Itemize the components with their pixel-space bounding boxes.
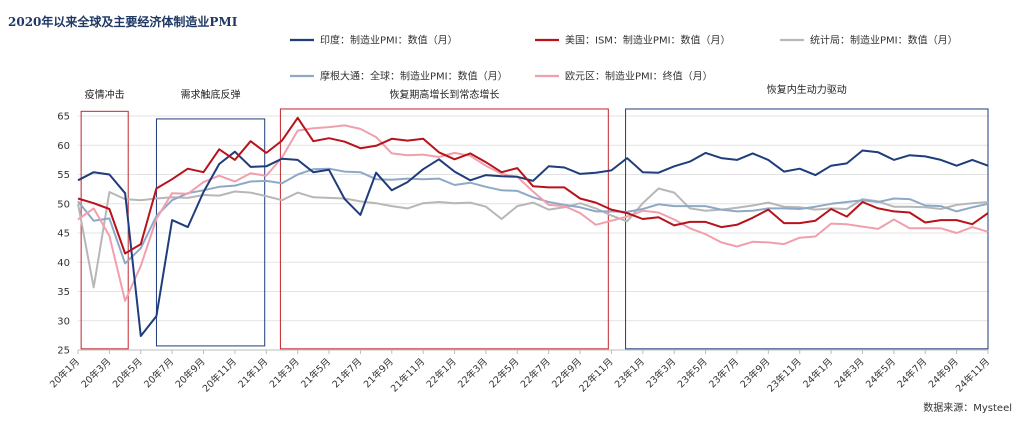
y-tick-label: 40 — [57, 258, 70, 269]
x-tick-label: 23年3月 — [644, 356, 679, 391]
x-tick-label: 24年5月 — [863, 356, 898, 391]
x-tick-label: 23年5月 — [675, 356, 710, 391]
phase-label: 恢复内生动力驱动 — [767, 83, 847, 96]
x-tick-label: 22年5月 — [487, 356, 522, 391]
x-tick-label: 20年11月 — [200, 356, 239, 395]
x-tick-label: 21年7月 — [330, 356, 365, 391]
y-tick-label: 35 — [57, 287, 70, 298]
legend-label: 印度：制造业PMI：数值（月） — [320, 34, 458, 47]
y-tick-label: 65 — [57, 112, 70, 123]
y-tick-label: 30 — [57, 316, 70, 327]
series-line — [77, 116, 989, 255]
y-tick-label: 60 — [57, 141, 70, 152]
y-axis: 25 30 35 40 45 50 55 60 65 — [57, 112, 988, 357]
x-tick-label: 23年1月 — [612, 356, 647, 391]
x-tick-label: 21年1月 — [236, 356, 271, 391]
x-tick-label: 22年7月 — [518, 356, 553, 391]
legend-label: 统计局：制造业PMI：数值（月） — [810, 34, 958, 47]
phase-box — [80, 110, 129, 350]
x-tick-label: 24年7月 — [895, 356, 930, 391]
series-line — [77, 167, 989, 265]
phase-box — [625, 108, 989, 350]
series-line — [77, 124, 989, 302]
legend-label: 摩根大通：全球：制造业PMI：数值（月） — [320, 70, 508, 83]
phase-box — [155, 118, 266, 347]
phase-boxes: 疫情冲击 需求触底反弹 恢复期高增长到常态增长 恢复内生动力驱动 — [80, 83, 989, 350]
y-tick-label: 25 — [57, 346, 70, 357]
y-tick-label: 50 — [57, 199, 70, 210]
x-tick-label: 21年11月 — [388, 356, 427, 395]
x-tick-label: 22年11月 — [577, 356, 616, 395]
x-tick-label: 22年3月 — [455, 356, 490, 391]
x-tick-label: 20年7月 — [142, 356, 177, 391]
x-tick-label: 23年7月 — [706, 356, 741, 391]
y-tick-label: 55 — [57, 170, 70, 181]
x-tick-label: 23年11月 — [765, 356, 804, 395]
x-tick-label: 20年3月 — [79, 356, 114, 391]
x-tick-label: 21年5月 — [298, 356, 333, 391]
series-line — [77, 187, 989, 289]
phase-label: 疫情冲击 — [85, 88, 125, 101]
x-tick-label: 21年3月 — [267, 356, 302, 391]
x-tick-label: 24年1月 — [800, 356, 835, 391]
gridlines — [78, 115, 988, 351]
x-tick-label: 22年1月 — [424, 356, 459, 391]
phase-label: 需求触底反弹 — [181, 88, 241, 101]
x-tick-label: 24年3月 — [832, 356, 867, 391]
chart-title: 2020年以来全球及主要经济体制造业PMI — [8, 14, 238, 29]
phase-label: 恢复期高增长到常态增长 — [389, 88, 499, 101]
x-tick-label: 24年11月 — [953, 356, 992, 395]
x-axis: 20年1月20年3月20年5月20年7月20年9月20年11月21年1月21年3… — [47, 350, 992, 395]
y-tick-label: 45 — [57, 229, 70, 240]
source-note: 数据来源：Mysteel — [923, 401, 1012, 414]
series-lines — [77, 116, 989, 337]
legend: 印度：制造业PMI：数值（月） 美国：ISM：制造业PMI：数值（月） 统计局：制造… — [290, 34, 958, 83]
x-tick-label: 20年1月 — [47, 356, 82, 391]
legend-label: 欧元区：制造业PMI：终值（月） — [565, 70, 713, 83]
x-tick-label: 20年5月 — [110, 356, 145, 391]
phase-box — [279, 108, 609, 350]
legend-label: 美国：ISM：制造业PMI：数值（月） — [565, 34, 731, 47]
